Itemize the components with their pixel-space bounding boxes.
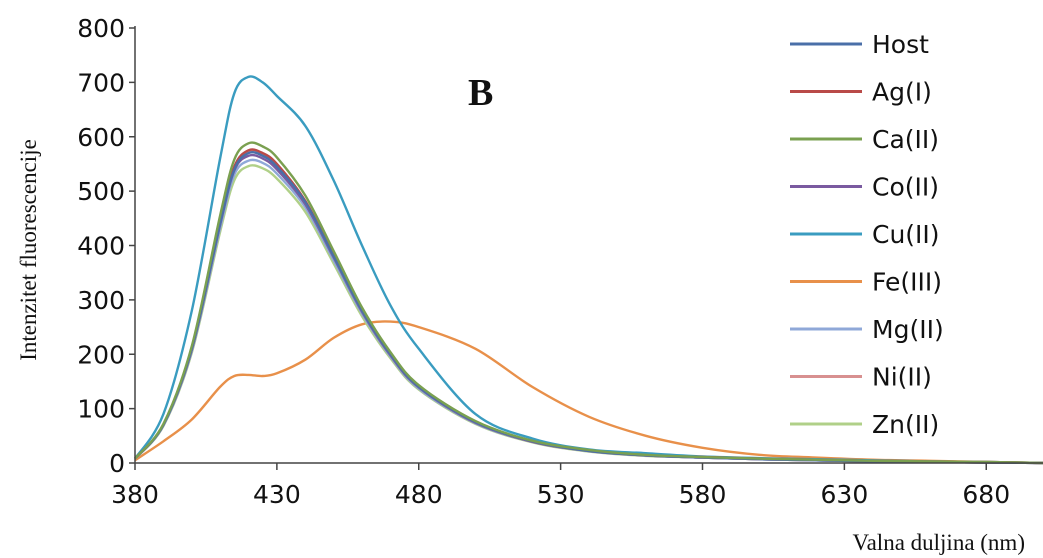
legend-label: Ag(I) [872, 78, 932, 107]
legend: Host Ag(I) Ca(II) Co(II) Cu(II) Fe(III) Mg(II)… [790, 30, 944, 439]
legend-label: Zn(II) [872, 410, 939, 439]
x-tick-label: 530 [537, 480, 585, 509]
y-tick-label: 100 [77, 395, 125, 424]
y-axis-title: Intenzitet fluorescencije [16, 139, 41, 361]
legend-label: Ca(II) [872, 125, 939, 154]
x-tick-label: 430 [253, 480, 301, 509]
x-tick-label: 680 [962, 480, 1010, 509]
plot-lines [133, 75, 1043, 465]
y-tick-label: 0 [109, 449, 125, 478]
legend-label: Host [872, 30, 929, 59]
x-tick-label: 580 [679, 480, 727, 509]
legend-label: Cu(II) [872, 220, 940, 249]
y-tick-label: 500 [77, 177, 125, 206]
legend-label: Ni(II) [872, 363, 932, 392]
y-tick-label: 300 [77, 286, 125, 315]
series-line-2 [134, 141, 1043, 465]
series-line-5 [134, 320, 1043, 465]
x-tick-label: 630 [821, 480, 869, 509]
y-tick-label: 700 [77, 68, 125, 97]
y-tick-label: 400 [77, 232, 125, 261]
x-tick-label: 480 [395, 480, 443, 509]
x-tick-label: 380 [111, 480, 159, 509]
legend-label: Co(II) [872, 173, 939, 202]
axes: 0 100 200 300 400 500 600 700 800 380 430 480 530 580… [77, 14, 1043, 509]
legend-label: Mg(II) [872, 315, 944, 344]
y-tick-label: 600 [77, 123, 125, 152]
x-axis-title: Valna duljina (nm) [853, 530, 1025, 555]
legend-label: Fe(III) [872, 268, 942, 297]
panel-label: B [468, 72, 493, 114]
y-tick-label: 800 [77, 14, 125, 43]
y-tick-label: 200 [77, 340, 125, 369]
